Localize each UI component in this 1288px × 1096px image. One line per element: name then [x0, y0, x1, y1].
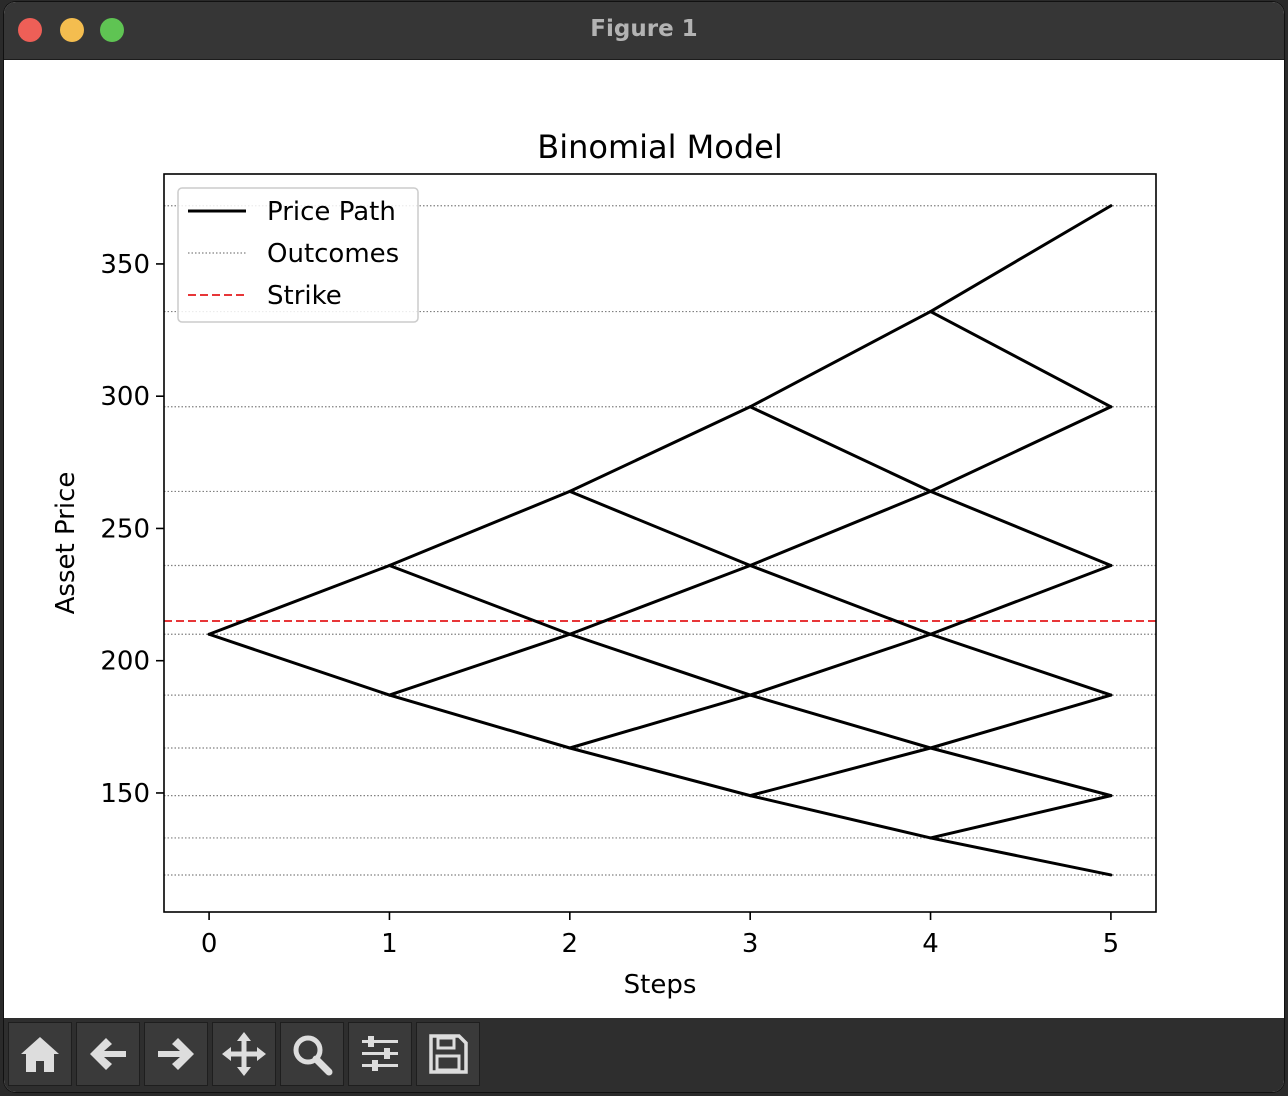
zoom-button[interactable]: [280, 1022, 344, 1086]
close-window-button[interactable]: [18, 18, 42, 42]
binomial-chart: 0 1 2 3 4 5 150 200 250 300 350 Binomial Model Ste…: [51, 128, 1157, 1000]
price-path-segment: [568, 746, 752, 798]
price-path-segment: [929, 563, 1113, 636]
x-axis-label: Steps: [624, 970, 697, 1000]
save-button[interactable]: [416, 1022, 480, 1086]
price-path-segment: [748, 746, 933, 798]
price-path-segment: [748, 405, 933, 493]
price-path-segment: [387, 489, 572, 567]
price-path-segment: [929, 836, 1113, 877]
forward-button[interactable]: [144, 1022, 208, 1086]
price-path-segment: [568, 489, 752, 567]
price-path-segment: [929, 632, 1113, 697]
price-path-segment: [568, 563, 752, 636]
arrow-left-icon: [90, 1038, 126, 1070]
arrow-right-icon: [158, 1038, 194, 1070]
price-path-segment: [929, 204, 1113, 314]
sliders-icon: [362, 1036, 398, 1071]
price-path-segment: [748, 632, 933, 697]
price-path-segment: [929, 310, 1113, 409]
price-path-segment: [207, 632, 391, 697]
x-tick-label: 1: [381, 929, 398, 959]
y-axis-label: Asset Price: [51, 472, 81, 615]
legend-label: Price Path: [267, 197, 396, 227]
price-path-segment: [929, 794, 1113, 840]
x-tick-label: 3: [742, 929, 759, 959]
maximize-window-button[interactable]: [100, 18, 124, 42]
figure-canvas[interactable]: 0 1 2 3 4 5 150 200 250 300 350 Binomial Model Ste…: [4, 60, 1284, 1018]
home-icon: [21, 1037, 59, 1072]
legend: Price Path Outcomes Strike: [177, 187, 419, 323]
configure-subplots-button[interactable]: [348, 1022, 412, 1086]
home-button[interactable]: [8, 1022, 72, 1086]
price-path-segment: [207, 563, 391, 636]
chart-title: Binomial Model: [537, 128, 783, 166]
legend-label: Strike: [267, 281, 342, 311]
move-icon: [222, 1032, 266, 1076]
y-tick-label: 300: [100, 382, 150, 412]
price-path-segment: [568, 693, 752, 750]
price-path-segment: [929, 693, 1113, 750]
back-button[interactable]: [76, 1022, 140, 1086]
axes-frame: [163, 173, 1157, 913]
price-path-segment: [387, 632, 572, 697]
minimize-window-button[interactable]: [60, 18, 84, 42]
price-path-segment: [387, 693, 572, 750]
x-tick-label: 4: [922, 929, 939, 959]
y-tick-label: 250: [100, 514, 150, 544]
price-path-segment: [568, 632, 752, 697]
price-path-segment: [748, 489, 933, 567]
price-path-segment: [929, 405, 1113, 493]
window-title: Figure 1: [590, 16, 698, 42]
price-path-segment: [929, 489, 1113, 567]
y-tick-label: 200: [100, 647, 150, 677]
title-bar: Figure 1: [4, 2, 1284, 60]
price-path-segment: [748, 310, 933, 409]
legend-box: [177, 187, 419, 323]
x-tick-label: 0: [201, 929, 218, 959]
floppy-disk-icon: [429, 1034, 468, 1074]
pan-button[interactable]: [212, 1022, 276, 1086]
price-path-segment: [929, 746, 1113, 798]
y-tick-label: 350: [100, 250, 150, 280]
figure-window: Figure 1 0 1 2 3 4 5 150 200 250 300 350 Binomial …: [4, 2, 1284, 1092]
x-tick-label: 2: [562, 929, 579, 959]
y-tick-label: 150: [100, 779, 150, 809]
price-path-segment: [748, 563, 933, 636]
price-path-segment: [568, 405, 752, 493]
navigation-toolbar: [4, 1018, 1284, 1092]
x-tick-label: 5: [1103, 929, 1120, 959]
price-path-segment: [748, 693, 933, 750]
price-path-segment: [387, 563, 572, 636]
magnifier-icon: [293, 1035, 333, 1076]
price-path-segment: [748, 794, 933, 840]
legend-label: Outcomes: [267, 239, 399, 269]
